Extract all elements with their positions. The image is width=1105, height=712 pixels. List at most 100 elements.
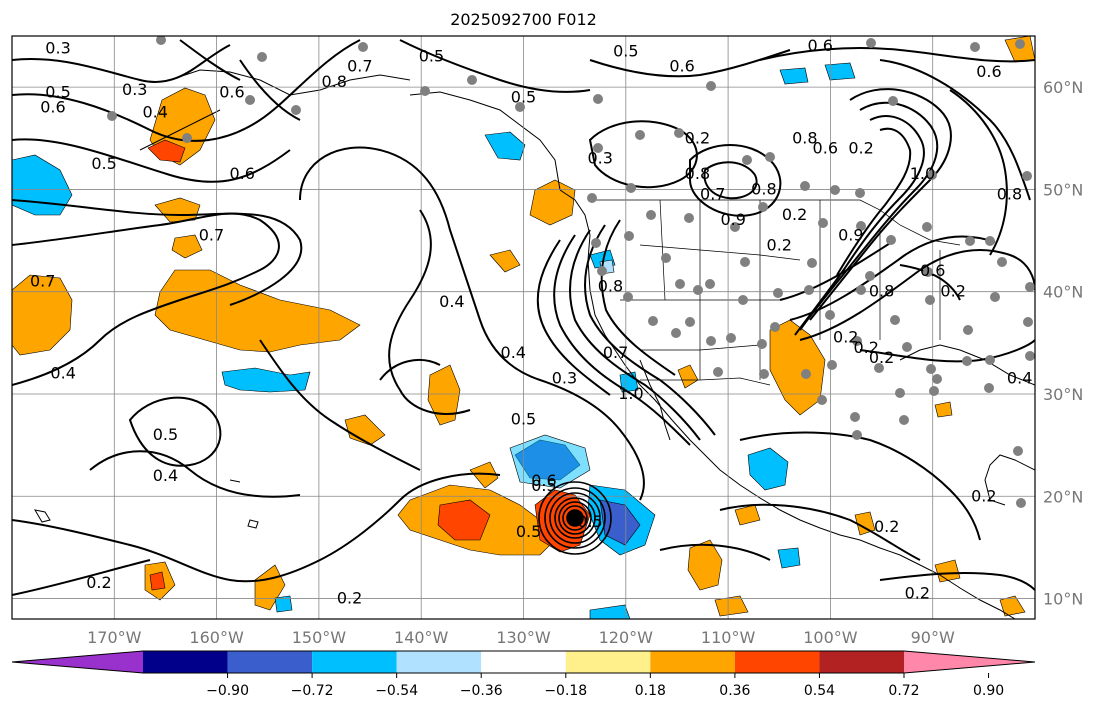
contour-value-label: 0.6 [813, 139, 838, 158]
colorbar-segment [565, 651, 651, 673]
contour-value-label: 0.2 [848, 139, 873, 158]
longitude-tick-label: 90°W [911, 628, 955, 647]
contour-value-label: 0.4 [1007, 369, 1032, 388]
contour-value-label: 0.4 [153, 466, 178, 485]
contour-value-label: 0.2 [874, 517, 899, 536]
longitude-tick-label: 110°W [701, 628, 756, 647]
colorbar-segment [143, 651, 228, 673]
contour-value-label: 0.5 [511, 410, 536, 429]
colorbar-tick-label: −0.90 [206, 683, 249, 699]
longitude-tick-label: 170°W [87, 628, 142, 647]
contour-value-label: 0.7 [199, 225, 224, 244]
colorbar-tick-label: −0.18 [544, 683, 587, 699]
contour-value-label: 0.6 [807, 36, 832, 55]
colorbar-segment [819, 651, 904, 673]
latitude-tick-label: 50°N [1043, 180, 1083, 199]
contour-value-label: 0.5 [577, 512, 602, 531]
longitude-tick-label: 140°W [394, 628, 449, 647]
contour-value-label: 0.2 [767, 236, 792, 255]
longitude-tick-label: 120°W [599, 628, 654, 647]
contour-labels: 0.30.50.60.30.40.50.60.70.70.40.50.40.20… [30, 36, 1032, 607]
longitude-tick-labels: 170°W 160°W 150°W 140°W 130°W 120°W 110°W 100°W… [87, 628, 955, 647]
contour-value-label: 0.7 [347, 57, 372, 76]
contour-value-label: 0.5 [516, 522, 541, 541]
contour-value-label: 0.2 [869, 348, 894, 367]
latitude-tick-label: 40°N [1043, 283, 1083, 302]
colorbar-tick-label: −0.54 [375, 683, 418, 699]
colorbar-segment [650, 651, 735, 673]
colorbar-tick-label: −0.72 [291, 683, 334, 699]
contour-value-label: 0.8 [685, 164, 710, 183]
latitude-tick-label: 10°N [1043, 590, 1083, 609]
colorbar-segment [227, 651, 313, 673]
contour-value-label: 0.5 [45, 82, 70, 101]
contour-value-label: 0.2 [86, 573, 111, 592]
contour-value-label: 0.4 [142, 103, 167, 122]
colorbar-tick-label: 0.90 [973, 683, 1004, 699]
colorbar [11, 650, 1036, 674]
contour-value-label: 0.6 [531, 471, 556, 490]
contour-value-label: 0.3 [552, 369, 577, 388]
map-title: 2025092700 F012 [450, 10, 597, 29]
colorbar-over-triangle [904, 651, 1035, 673]
contour-value-label: 0.8 [751, 179, 776, 198]
contour-value-label: 0.2 [853, 338, 878, 357]
colorbar-tick-label: 0.54 [804, 683, 835, 699]
contour-value-label: 0.5 [419, 46, 444, 65]
contour-value-label: 0.7 [700, 185, 725, 204]
contour-value-label: 0.6 [40, 98, 65, 117]
map-border [11, 35, 1036, 620]
contour-value-label: 0.2 [685, 128, 710, 147]
contour-value-label: 0.2 [782, 205, 807, 224]
contour-value-label: 0.2 [940, 282, 965, 301]
colorbar-tick-label: −0.36 [460, 683, 503, 699]
contour-value-label: 0.6 [920, 261, 945, 280]
contour-value-label: 1.0 [910, 164, 935, 183]
contour-value-label: 0.4 [50, 364, 75, 383]
longitude-tick-label: 160°W [189, 628, 244, 647]
contour-value-label: 0.6 [669, 57, 694, 76]
contour-lines [12, 39, 1035, 596]
contour-value-label: 0.8 [869, 282, 894, 301]
contour-value-label: 0.9 [838, 225, 863, 244]
contour-value-label: 0.5 [531, 476, 556, 495]
longitude-tick-label: 100°W [803, 628, 858, 647]
contour-value-label: 1.0 [618, 384, 643, 403]
longitude-tick-label: 130°W [496, 628, 551, 647]
contour-value-label: 0.3 [587, 149, 612, 168]
colorbar-under-triangle [12, 651, 143, 673]
contour-value-label: 0.8 [598, 277, 623, 296]
colorbar-tick-labels: −0.90 −0.72 −0.54 −0.36 −0.18 0.18 0.36 0.54 0.7… [206, 673, 1004, 699]
contour-value-label: 0.6 [219, 82, 244, 101]
latitude-tick-labels: 60°N 50°N 40°N 30°N 20°N 10°N [1043, 78, 1083, 608]
latitude-tick-label: 60°N [1043, 78, 1083, 97]
contour-value-label: 0.4 [439, 292, 464, 311]
contour-value-label: 0.2 [905, 583, 930, 602]
contour-value-label: 0.2 [971, 486, 996, 505]
contour-value-label: 0.6 [976, 62, 1001, 81]
contour-value-label: 0.8 [792, 128, 817, 147]
contour-value-label: 0.5 [91, 154, 116, 173]
longitude-tick-label: 150°W [292, 628, 347, 647]
colorbar-tick-label: 0.18 [635, 683, 666, 699]
colorbar-outline [11, 650, 1036, 674]
contour-value-label: 0.7 [603, 343, 628, 362]
contour-value-label: 0.2 [337, 589, 362, 608]
colorbar-tick-label: 0.72 [888, 683, 919, 699]
colorbar-segment [312, 651, 397, 673]
map-plot-area: 0.30.50.60.30.40.50.60.70.70.40.50.40.20… [12, 36, 1035, 619]
cyclone-contours [538, 481, 612, 555]
contour-value-label: 0.8 [322, 72, 347, 91]
latitude-tick-label: 20°N [1043, 487, 1083, 506]
contour-value-label: 0.4 [501, 343, 526, 362]
contour-value-label: 0.8 [997, 185, 1022, 204]
colorbar-segment [734, 651, 820, 673]
colorbar-segment [396, 651, 482, 673]
contour-value-label: 0.5 [153, 425, 178, 444]
contour-value-label: 0.7 [30, 271, 55, 290]
contour-value-label: 0.3 [45, 38, 70, 57]
contour-value-label: 0.6 [229, 164, 254, 183]
colorbar-segment [481, 651, 566, 673]
station-markers [107, 36, 1035, 508]
